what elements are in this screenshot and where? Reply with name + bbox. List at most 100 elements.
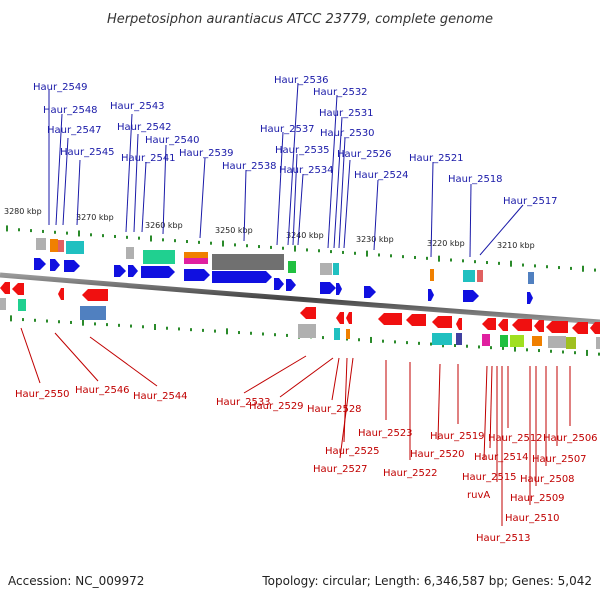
gene-label-reverse: Haur_2528 [307,404,362,415]
tick-mark [490,346,492,350]
gene-arrow-forward [50,259,60,271]
gene-label-forward: Haur_2542 [117,122,172,133]
tick-mark [454,344,456,347]
gene-arrow-reverse [512,319,532,331]
gene-label-reverse: Haur_2523 [358,428,413,439]
label-leader [76,159,81,226]
tick-mark [166,326,168,330]
tick-mark [162,238,164,242]
gene-label-reverse: Haur_2507 [532,454,587,465]
tick-mark [18,228,20,232]
label-leader [479,204,524,256]
label-leader [125,113,133,233]
gene-arrow-forward [428,289,434,301]
gene-label-forward: Haur_2526 [337,149,392,160]
tick-mark [126,235,128,239]
tick-mark [246,244,248,248]
tick-mark [42,229,44,233]
gene-arrow-forward [114,265,126,277]
gene-label-forward: Haur_2524 [354,170,409,181]
tick-mark [394,340,396,344]
label-leader [437,363,441,441]
tick-mark [450,258,452,262]
label-leader [327,94,338,249]
label-leader [243,355,307,394]
map-title: Herpetosiphon aurantiacus ATCC 23779, co… [107,12,493,27]
gene-arrow-forward [64,260,80,272]
gene-arrow-forward [320,282,336,294]
gene-arrow-reverse [534,320,544,332]
tick-mark [378,253,380,257]
label-leader [276,131,284,246]
accession-text: Accession: NC_009972 [8,574,144,588]
feature-box [456,333,462,345]
tick-mark [78,230,80,237]
tick-mark [222,240,224,247]
tick-mark [582,265,584,272]
tick-mark [318,249,320,253]
tick-mark [154,324,156,330]
tick-mark [438,255,440,262]
tick-mark [186,240,188,244]
tick-mark [114,234,116,238]
tick-label: 3250 kbp [215,226,253,235]
tick-label: 3240 kbp [286,231,324,240]
topology-text: Topology: circular; Length: 6,346,587 bp… [261,574,592,588]
tick-mark [178,327,180,331]
label-leader [279,357,334,398]
label-leader [287,82,299,246]
label-leader [483,365,488,461]
label-leader [89,336,158,387]
tick-mark [538,349,540,353]
gene-label-reverse: Haur_2510 [505,513,560,524]
gene-label-forward: Haur_2543 [110,101,165,112]
gene-label-reverse: ruvA [467,490,490,501]
gene-arrow-forward [128,265,138,277]
gene-arrow-reverse [432,316,452,328]
tick-mark [226,328,228,335]
gene-label-reverse: Haur_2546 [75,385,130,396]
reverse-gene-labels: Haur_2550 Haur_2546 Haur_2544 Haur_2533 … [15,327,598,544]
feature-box [18,299,26,311]
tick-mark [486,261,488,265]
tick-mark [82,319,84,326]
gene-arrow-reverse [82,289,108,301]
tick-mark [274,333,276,337]
feature-box [432,333,452,345]
tick-mark [262,332,264,336]
feature-box [430,269,434,281]
feature-box [346,329,350,339]
gene-label-forward: Haur_2540 [145,135,200,146]
gene-label-reverse: Haur_2527 [313,464,368,475]
tick-mark [250,331,252,335]
gene-arrow-forward [463,290,479,302]
tick-mark [6,225,8,232]
gene-arrow-forward [286,279,296,291]
feature-box [482,334,490,346]
forward-gene-track [34,258,533,304]
gene-label-reverse: Haur_2508 [520,474,575,485]
gene-label-forward: Haur_2536 [274,75,329,86]
tick-mark [358,338,360,342]
label-leader [199,157,206,239]
feature-box [58,240,64,252]
gene-arrow-reverse [12,283,24,295]
feature-box [333,263,339,275]
gene-label-reverse: Haur_2522 [383,468,438,479]
tick-mark [70,320,72,324]
gene-arrow-reverse [406,314,426,326]
feature-box [126,247,134,259]
feature-box [184,252,208,258]
tick-mark [294,245,296,252]
label-leader [292,153,298,246]
gene-label-forward: Haur_2532 [313,87,368,98]
feature-box [0,298,6,310]
tick-mark [234,243,236,247]
tick-mark [570,266,572,270]
gene-label-reverse: Haur_2515 [462,472,517,483]
tick-mark [198,240,200,244]
tick-mark [382,339,384,343]
feature-box [477,270,483,282]
tick-mark [102,234,104,238]
tick-mark [190,328,192,332]
